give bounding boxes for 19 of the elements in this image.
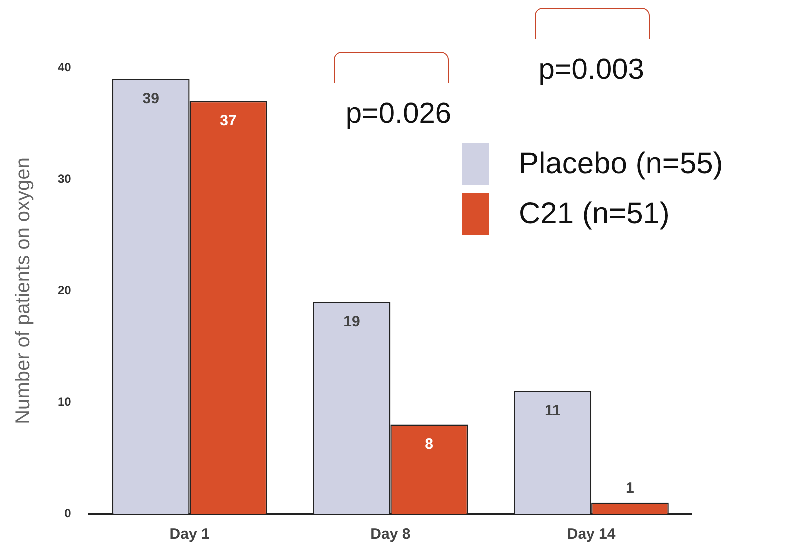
x-tick-label: Day 8 — [370, 526, 411, 544]
data-label: 39 — [142, 90, 160, 108]
data-label: 37 — [220, 112, 237, 130]
annotation: p=0.026 — [346, 98, 452, 131]
annotation: p=0.003 — [538, 54, 644, 87]
data-label: 8 — [425, 436, 434, 453]
data-label: 11 — [544, 402, 561, 420]
data-label: 19 — [344, 313, 360, 330]
legend-label: Placebo (n=55) — [519, 147, 724, 180]
y-tick-label: 10 — [58, 394, 72, 409]
data-label: 1 — [626, 480, 634, 497]
x-tick-label: Day 14 — [567, 526, 616, 544]
y-tick-label: 20 — [58, 283, 72, 298]
y-tick-label: 0 — [64, 506, 72, 520]
legend-label: C21 (n=51) — [519, 197, 670, 230]
y-tick-label: 30 — [58, 172, 72, 186]
x-tick-label: Day 1 — [170, 526, 210, 544]
y-axis-title: Number of patients on oxygen — [12, 158, 35, 424]
y-tick-label: 40 — [58, 60, 72, 74]
